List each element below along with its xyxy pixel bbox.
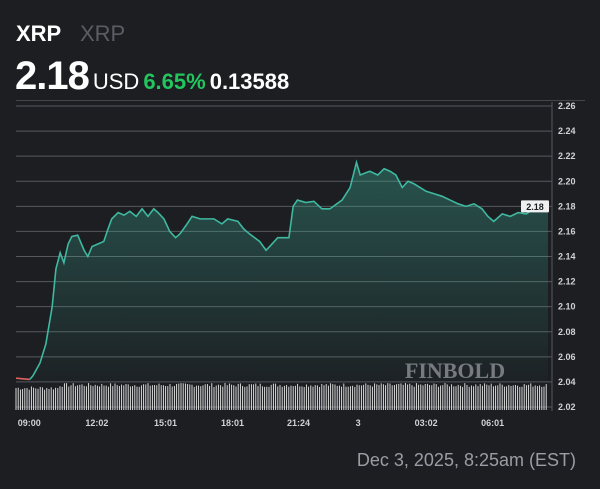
y-tick-label: 2.22 xyxy=(558,151,576,161)
price-row: 2.18 USD 6.65% 0.13588 xyxy=(15,54,289,99)
x-tick-label: 3 xyxy=(356,418,361,428)
y-tick-label: 2.16 xyxy=(558,226,576,236)
timestamp: Dec 3, 2025, 8:25am (EST) xyxy=(356,450,576,470)
asset-name: XRP xyxy=(80,21,126,46)
x-tick-label: 12:02 xyxy=(85,418,108,428)
y-tick-label: 2.02 xyxy=(558,402,576,412)
y-tick-label: 2.20 xyxy=(558,176,576,186)
price-area xyxy=(29,162,548,382)
current-price-tag xyxy=(521,200,549,213)
finbold-watermark: FINBOLD xyxy=(405,358,505,383)
y-tick-label: 2.26 xyxy=(558,101,576,111)
change-percent: 6.65% xyxy=(143,69,206,94)
y-tick-label: 2.08 xyxy=(558,327,576,337)
price-line-down xyxy=(15,377,30,381)
x-tick-label: 03:02 xyxy=(415,418,438,428)
y-tick-label: 2.10 xyxy=(558,302,576,312)
current-price: 2.18 xyxy=(15,54,90,98)
x-tick-label: 09:00 xyxy=(18,418,41,428)
x-tick-label: 21:24 xyxy=(287,418,310,428)
y-tick-label: 2.24 xyxy=(558,126,576,136)
symbol: XRP xyxy=(16,21,62,46)
price-chart: FINBOLD 2.02 2.04 2.06 2.08 2.10 2.12 2.14 2.16… xyxy=(15,100,585,428)
current-price-label: 2.18 xyxy=(526,202,544,212)
price-line xyxy=(29,159,549,380)
change-absolute: 0.13588 xyxy=(209,69,290,94)
x-tick-label: 15:01 xyxy=(154,418,177,428)
x-tick-label: 18:01 xyxy=(221,418,244,428)
y-tick-label: 2.12 xyxy=(558,277,576,287)
y-tick-label: 2.18 xyxy=(558,201,576,211)
currency: USD xyxy=(92,69,140,94)
y-tick-label: 2.14 xyxy=(558,252,576,262)
x-tick-label: 06:01 xyxy=(481,418,504,428)
y-tick-label: 2.06 xyxy=(558,352,576,362)
y-tick-label: 2.04 xyxy=(558,377,576,387)
